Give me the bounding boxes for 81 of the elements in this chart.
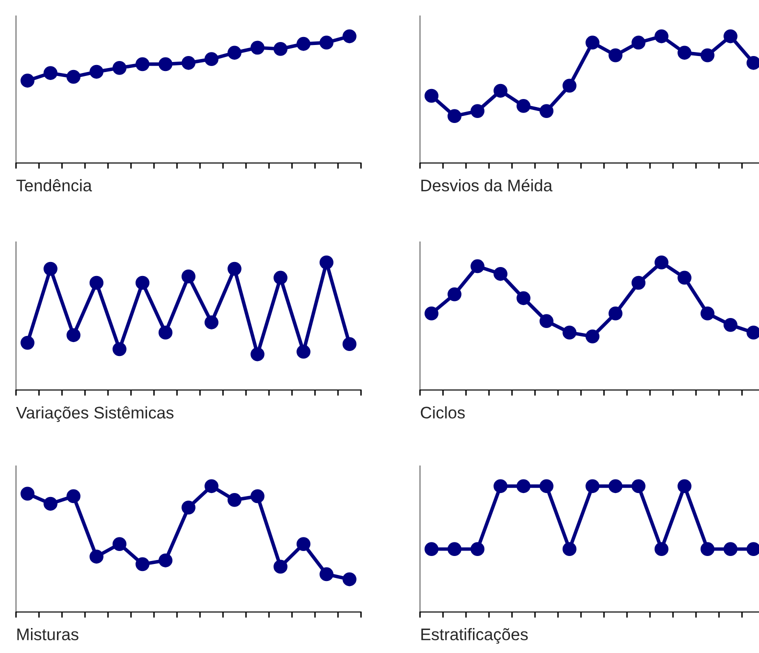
point	[228, 493, 242, 507]
point	[182, 270, 196, 284]
point	[90, 550, 104, 564]
point	[296, 344, 310, 359]
point	[250, 489, 264, 504]
point	[20, 336, 34, 350]
point	[724, 318, 738, 332]
point	[112, 537, 126, 551]
point	[182, 56, 196, 70]
point	[158, 57, 172, 72]
point	[654, 255, 668, 270]
point	[320, 255, 334, 270]
point	[608, 48, 622, 62]
point	[586, 329, 600, 344]
point	[448, 109, 462, 124]
point	[424, 88, 438, 103]
point	[746, 326, 759, 340]
point	[494, 266, 508, 281]
point	[746, 56, 759, 70]
point	[448, 287, 462, 302]
point	[90, 64, 104, 79]
point	[158, 326, 172, 340]
point	[112, 342, 126, 356]
point	[274, 42, 288, 56]
point	[540, 104, 554, 118]
point	[158, 553, 172, 568]
point	[540, 314, 554, 328]
text: Variações Sistêmicas	[16, 406, 174, 422]
point	[112, 61, 126, 75]
point	[632, 276, 646, 290]
point	[678, 270, 692, 285]
point	[20, 486, 34, 501]
point	[204, 479, 218, 494]
point	[342, 29, 356, 44]
point	[342, 337, 356, 352]
point	[654, 29, 668, 44]
point	[700, 48, 714, 62]
point	[274, 270, 288, 285]
point	[66, 70, 80, 84]
point	[586, 36, 600, 50]
point	[66, 489, 80, 504]
point	[136, 276, 150, 290]
point	[204, 315, 218, 330]
point	[700, 306, 714, 320]
point	[516, 99, 530, 113]
point	[20, 74, 34, 88]
point	[494, 84, 508, 98]
text: Tendência	[16, 179, 92, 192]
point	[608, 306, 622, 320]
text: Ciclos	[420, 406, 465, 419]
point	[424, 306, 438, 320]
point	[678, 46, 692, 60]
point	[44, 496, 58, 511]
point	[516, 291, 530, 306]
point	[320, 567, 334, 582]
point	[66, 328, 80, 342]
point	[562, 326, 576, 340]
point	[274, 560, 288, 574]
text: Misturas	[17, 628, 78, 640]
point	[228, 46, 242, 60]
point	[632, 36, 646, 50]
point	[250, 347, 264, 362]
point	[250, 40, 264, 55]
text: Estratificações	[421, 628, 528, 644]
point	[44, 262, 58, 276]
point	[320, 36, 334, 50]
point	[296, 537, 310, 551]
point	[182, 500, 196, 514]
point	[296, 36, 310, 51]
point	[342, 572, 356, 586]
point	[470, 259, 484, 274]
point	[470, 104, 484, 118]
point	[724, 29, 738, 44]
point	[136, 57, 150, 72]
point	[136, 557, 150, 572]
point	[44, 66, 58, 80]
point	[204, 52, 218, 66]
point	[562, 78, 576, 93]
point	[90, 276, 104, 290]
point	[228, 262, 242, 276]
text: Desvios da Méida	[421, 178, 552, 192]
